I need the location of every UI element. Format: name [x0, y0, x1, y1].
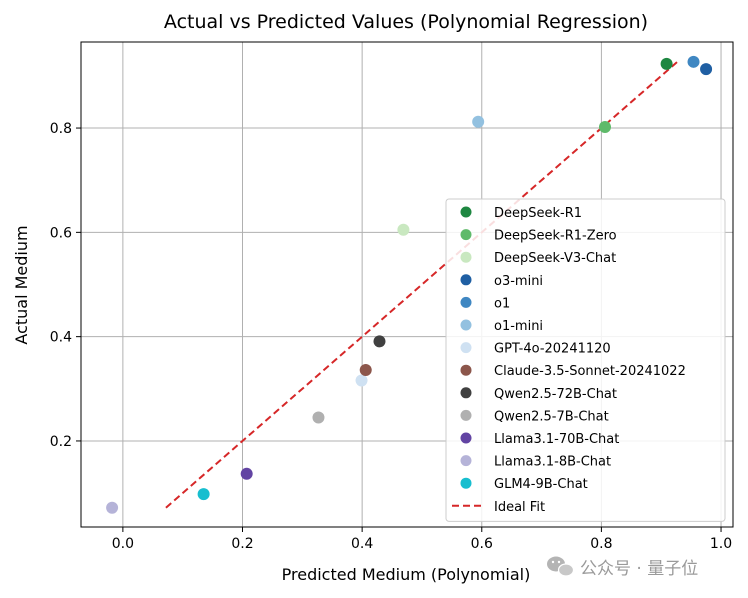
data-point — [472, 115, 485, 128]
data-point — [373, 335, 386, 348]
ideal-fit-line — [165, 60, 679, 509]
data-point — [700, 63, 713, 76]
x-axis-ticks: 0.0 0.2 0.4 0.6 0.8 1.0 — [112, 527, 732, 552]
legend-marker — [460, 251, 472, 263]
data-point — [106, 501, 119, 514]
data-point — [397, 223, 410, 236]
legend-label: DeepSeek-R1-Zero — [494, 229, 617, 244]
x-tick-label: 0.0 — [112, 536, 134, 552]
data-point — [312, 411, 325, 424]
x-tick-label: 0.2 — [231, 536, 253, 552]
legend-label: Qwen2.5-72B-Chat — [494, 387, 617, 402]
data-point — [687, 55, 700, 68]
legend-marker — [460, 432, 472, 444]
legend-label: Llama3.1-70B-Chat — [494, 432, 619, 447]
x-tick-label: 1.0 — [710, 536, 732, 552]
legend-label: o3-mini — [494, 274, 543, 289]
y-tick-label: 0.6 — [50, 225, 72, 241]
x-tick-label: 0.4 — [351, 536, 373, 552]
y-axis-ticks: 0.2 0.4 0.6 0.8 — [50, 121, 81, 450]
x-axis-label: Predicted Medium (Polynomial) — [282, 565, 531, 584]
legend-marker — [460, 319, 472, 331]
legend: DeepSeek-R1 DeepSeek-R1-Zero DeepSeek-V3-C… — [445, 198, 726, 522]
x-tick-label: 0.6 — [471, 536, 493, 552]
legend-marker — [460, 455, 472, 467]
legend-label: Qwen2.5-7B-Chat — [494, 409, 609, 424]
data-point — [355, 374, 368, 387]
chart-title: Actual vs Predicted Values (Polynomial R… — [164, 11, 648, 33]
data-points — [106, 55, 713, 514]
legend-marker — [460, 229, 472, 241]
data-point — [359, 364, 372, 377]
y-tick-label: 0.2 — [50, 434, 72, 450]
data-point — [197, 488, 210, 501]
legend-marker — [460, 274, 472, 286]
legend-label: Ideal Fit — [494, 500, 545, 515]
y-tick-label: 0.4 — [50, 330, 72, 346]
legend-label: o1-mini — [494, 319, 543, 334]
legend-label: DeepSeek-R1 — [494, 206, 582, 221]
y-tick-label: 0.8 — [50, 121, 72, 137]
data-point — [660, 57, 673, 70]
watermark: 公众号 · 量子位 — [547, 556, 698, 579]
plot-area-frame — [80, 41, 734, 528]
data-point — [240, 467, 253, 480]
legend-label: GLM4-9B-Chat — [494, 477, 588, 492]
legend-marker — [460, 387, 472, 399]
legend-marker — [460, 342, 472, 354]
x-tick-label: 0.8 — [590, 536, 612, 552]
y-axis-label: Actual Medium — [12, 225, 31, 344]
legend-marker — [460, 409, 472, 421]
watermark-text: 公众号 · 量子位 — [580, 559, 698, 579]
legend-label: DeepSeek-V3-Chat — [494, 251, 616, 266]
legend-label: GPT-4o-20241120 — [494, 342, 611, 357]
legend-marker — [460, 296, 472, 308]
data-point — [598, 121, 611, 134]
legend-box — [445, 198, 726, 522]
wechat-icon — [547, 556, 575, 577]
legend-marker — [460, 364, 472, 376]
legend-label: Llama3.1-8B-Chat — [494, 455, 611, 470]
legend-marker — [460, 206, 472, 218]
legend-label: o1 — [494, 296, 510, 311]
legend-marker — [460, 477, 472, 489]
legend-label: Claude-3.5-Sonnet-20241022 — [494, 364, 686, 379]
